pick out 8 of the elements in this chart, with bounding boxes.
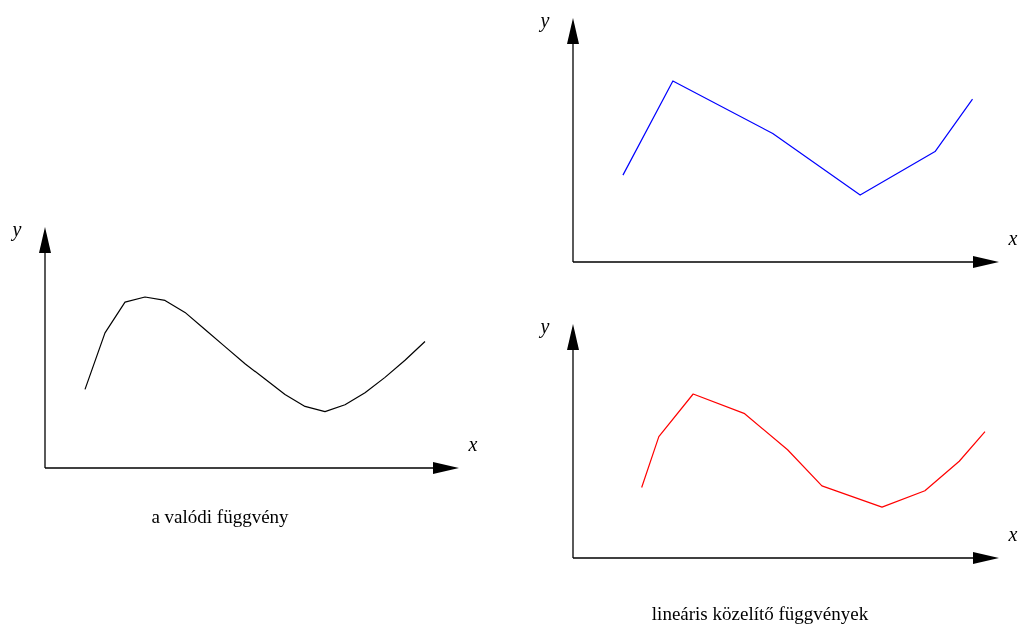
y-axis-title: y xyxy=(10,218,22,242)
x-axis-title: x xyxy=(1007,227,1018,250)
x-axis-title: x xyxy=(467,433,478,456)
y-axis-title: y xyxy=(538,9,550,33)
y-axis-title: y xyxy=(538,315,550,339)
text: a valódi függvény xyxy=(151,506,289,528)
text: lineáris közelítő függvények xyxy=(651,603,869,625)
x-axis-title: x xyxy=(1007,523,1018,546)
